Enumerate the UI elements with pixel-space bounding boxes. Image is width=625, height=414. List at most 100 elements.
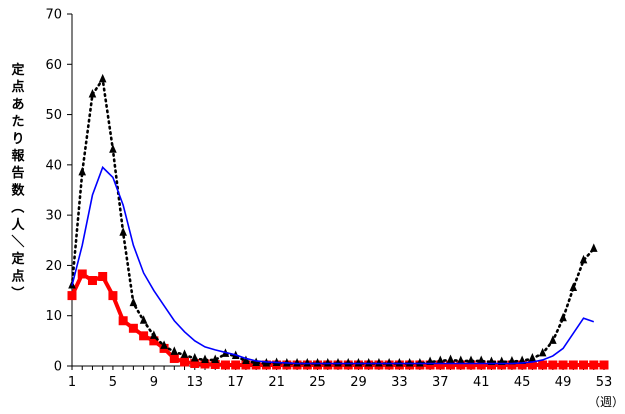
data-point	[190, 358, 200, 368]
data-point	[579, 360, 589, 370]
data-point	[569, 282, 578, 292]
data-point	[354, 357, 363, 367]
y-axis-label-char: 数	[11, 182, 25, 198]
data-point	[416, 357, 424, 367]
data-point	[466, 360, 476, 370]
x-tick-label: 25	[309, 375, 326, 390]
x-tick-label: 41	[473, 375, 490, 390]
data-point	[538, 360, 548, 370]
data-point	[149, 336, 159, 346]
data-point	[77, 269, 87, 279]
y-tick-label: 30	[45, 209, 62, 224]
data-point	[527, 360, 537, 370]
data-point	[78, 166, 87, 176]
x-tick-label: 45	[514, 375, 531, 390]
data-point	[507, 360, 517, 370]
y-axis-label-char: た	[11, 115, 24, 130]
y-axis-label-char: 点	[11, 79, 24, 95]
y-tick-label: 40	[45, 158, 62, 173]
data-point	[589, 243, 598, 252]
data-point	[375, 357, 383, 367]
data-point	[211, 354, 220, 363]
data-point	[169, 353, 179, 363]
data-point	[200, 359, 210, 369]
data-point	[467, 355, 475, 364]
y-axis-label-char: 定	[10, 62, 24, 78]
data-point	[568, 360, 578, 370]
data-point	[180, 349, 189, 358]
data-point	[334, 357, 342, 367]
data-point	[508, 355, 516, 365]
y-axis-label-char: り	[11, 132, 24, 147]
x-tick-label: 49	[555, 375, 572, 390]
y-tick-label: 50	[45, 108, 62, 123]
data-point	[241, 360, 251, 370]
data-point	[528, 352, 537, 362]
data-point	[477, 355, 486, 364]
data-point	[446, 354, 455, 363]
data-point	[293, 357, 301, 367]
data-point	[128, 323, 138, 333]
data-point	[170, 346, 179, 355]
x-tick-label: 33	[391, 375, 408, 390]
x-tick-label: 53	[596, 375, 613, 390]
data-point	[518, 355, 526, 364]
data-point	[313, 357, 322, 367]
data-point	[119, 227, 127, 236]
data-point	[109, 144, 117, 153]
y-axis-label-char: ）	[9, 286, 25, 299]
data-point	[497, 360, 507, 370]
y-tick-label: 60	[45, 58, 62, 73]
x-tick-label: 17	[227, 375, 244, 390]
data-point	[118, 316, 128, 326]
x-axis-label: （週）	[588, 395, 624, 409]
data-point	[220, 360, 230, 370]
series-line-1	[70, 75, 596, 365]
x-tick-label: 1	[68, 375, 76, 390]
data-point	[303, 357, 312, 367]
data-point	[436, 355, 445, 364]
y-axis-label-char: （	[9, 200, 25, 213]
data-point	[150, 330, 158, 339]
x-tick-label: 37	[432, 375, 449, 390]
axes	[67, 13, 605, 370]
y-axis-label-char: 定	[10, 251, 24, 267]
y-axis-label-char: 告	[11, 165, 24, 181]
y-tick-label: 70	[45, 8, 62, 23]
data-point	[129, 297, 138, 307]
y-tick-label: 20	[45, 259, 62, 274]
data-point	[242, 355, 250, 364]
data-point	[517, 360, 527, 370]
data-point	[231, 360, 241, 370]
y-tick-label: 10	[45, 309, 62, 324]
x-tick-label: 9	[150, 375, 158, 390]
data-point	[190, 352, 199, 362]
data-point	[98, 271, 108, 281]
data-point	[139, 315, 148, 324]
data-point	[87, 276, 97, 286]
y-tick-label: 0	[54, 360, 62, 375]
data-point	[435, 360, 445, 370]
data-point	[98, 73, 107, 83]
data-point	[558, 360, 568, 370]
y-axis-label-char: 報	[11, 148, 25, 164]
series-group	[67, 73, 609, 370]
data-point	[364, 357, 373, 367]
y-axis-label-char: あ	[11, 97, 24, 112]
data-point	[344, 357, 353, 367]
data-point	[160, 340, 168, 349]
data-point	[579, 254, 588, 264]
data-point	[589, 360, 599, 370]
data-point	[67, 291, 77, 301]
y-axis-label-char: 人	[11, 217, 25, 233]
data-point	[108, 291, 118, 301]
data-point	[425, 360, 435, 370]
series-line-2	[71, 165, 595, 365]
data-point	[599, 360, 609, 370]
data-point	[323, 357, 332, 367]
labels: 0 10 20 30 40 50 60 70 1 5 9 13 17 21 25 29 33 37 41 45 49 53…	[9, 8, 624, 410]
data-point	[201, 354, 209, 363]
y-axis-label-char: 点	[11, 268, 24, 284]
